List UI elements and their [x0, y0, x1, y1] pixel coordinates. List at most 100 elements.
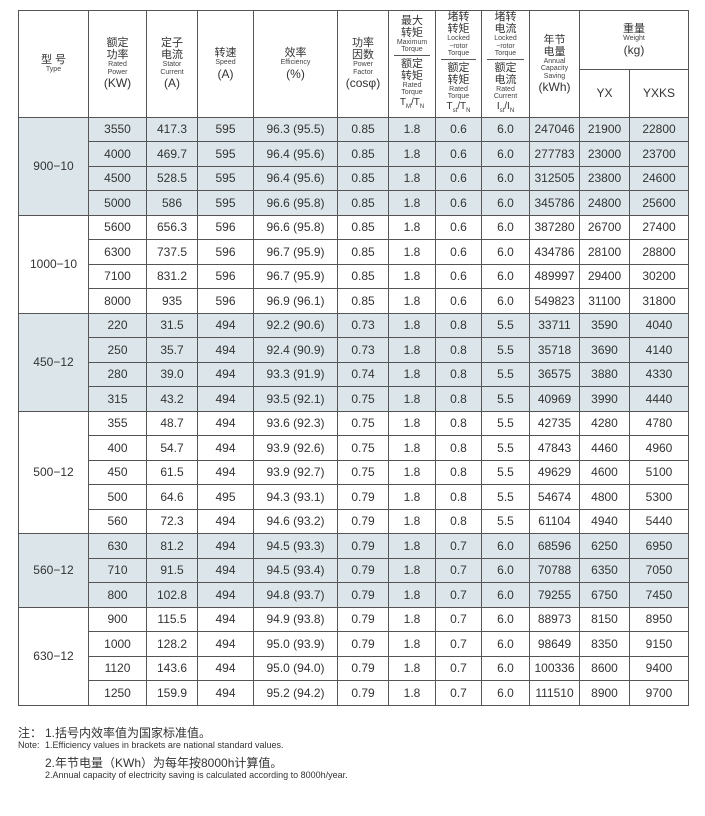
data-cell: 5.5: [481, 459, 530, 485]
data-cell: 102.8: [146, 582, 198, 608]
data-cell: 1.8: [388, 386, 436, 412]
data-cell: 9150: [629, 631, 689, 657]
header-cell: 年节 电量 Annual Capacity Saving (kWh): [529, 10, 580, 118]
data-cell: 6.0: [481, 239, 530, 265]
data-cell: 247046: [529, 116, 580, 142]
data-cell: 31100: [579, 288, 630, 314]
data-cell: 8350: [579, 631, 630, 657]
data-cell: 6.0: [481, 141, 530, 167]
data-cell: 0.79: [337, 557, 389, 583]
data-cell: 831.2: [146, 263, 198, 289]
data-cell: 61104: [529, 508, 580, 534]
data-cell: 8600: [579, 655, 630, 681]
header-zh: 额定: [401, 57, 423, 70]
data-cell: 1.8: [388, 606, 436, 632]
header-sub: YXKS: [642, 86, 675, 101]
data-cell: 28800: [629, 239, 689, 265]
data-row: 560−12 630 81.2 494 94.5 (93.3) 0.79 1.8 0.7 6.0…: [18, 533, 689, 608]
data-cell: 494: [197, 582, 254, 608]
data-cell: 0.85: [337, 288, 389, 314]
data-cell: 494: [197, 459, 254, 485]
data-cell: 494: [197, 337, 254, 363]
data-cell: 0.8: [435, 361, 482, 387]
data-cell: 0.79: [337, 631, 389, 657]
data-cell: 345786: [529, 190, 580, 216]
data-cell: 0.6: [435, 239, 482, 265]
data-cell: 5.5: [481, 410, 530, 436]
header-zh: 额定: [447, 61, 470, 74]
header-en: Weight: [623, 35, 645, 43]
header-cell: YX: [579, 68, 630, 118]
data-cell: 5.5: [481, 337, 530, 363]
data-cell: 0.7: [435, 533, 482, 559]
data-cell: 0.8: [435, 459, 482, 485]
data-cell: 28100: [579, 239, 630, 265]
header-bottom: 额定 转矩 Rated Torque TM/TN: [390, 57, 435, 113]
data-row: 900−10 3550 417.3 595 96.3 (95.5) 0.85 1.8 0.6 6…: [18, 116, 689, 216]
data-row: 250 35.7 494 92.4 (90.9) 0.73 1.8 0.8 5.5 35718 3…: [19, 337, 689, 363]
data-cell: 5.5: [481, 435, 530, 461]
header-zh: 电量: [543, 45, 566, 58]
data-cell: 400: [88, 435, 147, 461]
formula: Ist/IN: [483, 101, 529, 117]
data-row: 1000 128.2 494 95.0 (93.9) 0.79 1.8 0.7 6.0 9864…: [19, 631, 689, 657]
data-cell: 64.6: [146, 484, 198, 510]
formula-part: N: [466, 107, 471, 114]
data-cell: 92.4 (90.9): [253, 337, 338, 363]
data-row: 280 39.0 494 93.3 (91.9) 0.74 1.8 0.8 5.5 36575 3…: [19, 361, 689, 387]
data-cell: 6.0: [481, 190, 530, 216]
data-cell: 0.6: [435, 263, 482, 289]
data-cell: 5440: [629, 508, 689, 534]
data-cell: 35718: [529, 337, 580, 363]
data-cell: 23700: [629, 141, 689, 167]
data-cell: 5.5: [481, 484, 530, 510]
note-en: 1.Efficiency values in brackets are nati…: [45, 740, 284, 750]
data-cell: 68596: [529, 533, 580, 559]
data-cell: 800: [88, 582, 147, 608]
data-cell: 0.75: [337, 386, 389, 412]
data-cell: 0.7: [435, 680, 482, 706]
data-cell: 111510: [529, 680, 580, 706]
data-cell: 40969: [529, 386, 580, 412]
data-cell: 0.79: [337, 508, 389, 534]
formula: Tst/TN: [437, 100, 481, 117]
data-cell: 6.0: [481, 680, 530, 706]
data-cell: 4460: [579, 435, 630, 461]
formula-part: N: [509, 107, 515, 114]
data-cell: 494: [197, 410, 254, 436]
data-cell: 93.6 (92.3): [253, 410, 338, 436]
data-row: 450−12 220 31.5 494 92.2 (90.6) 0.73 1.8 0.8 5.5…: [18, 312, 689, 412]
data-cell: 96.6 (95.8): [253, 190, 338, 216]
header-zh: 效率: [284, 47, 307, 59]
header-bottom: 额定 转矩 Rated Torque Tst/TN: [437, 61, 481, 117]
data-cell: 8900: [579, 680, 630, 706]
data-cell: 3990: [579, 386, 630, 412]
data-cell: 6.0: [481, 214, 530, 240]
data-cell: 4000: [88, 141, 147, 167]
data-cell: 0.7: [435, 606, 482, 632]
data-cell: 96.7 (95.9): [253, 263, 338, 289]
data-row: 7100 831.2 596 96.7 (95.9) 0.85 1.8 0.6 6.0 4899…: [19, 263, 689, 289]
data-cell: 94.5 (93.4): [253, 557, 338, 583]
header-en: Rated: [108, 61, 127, 69]
data-cell: 387280: [529, 214, 580, 240]
note-line: 注： 1.括号内效率值为国家标准值。: [18, 724, 678, 740]
header-en: Power: [107, 68, 128, 76]
header-en: Torque: [401, 46, 423, 54]
header-en: Type: [45, 66, 62, 73]
data-cell: 494: [197, 435, 254, 461]
data-row: 710 91.5 494 94.5 (93.4) 0.79 1.8 0.7 6.0 70788 6…: [19, 557, 689, 583]
data-cell: 6350: [579, 557, 630, 583]
header-en: Current: [160, 68, 184, 76]
data-cell: 6.0: [481, 582, 530, 608]
header-en: Torque: [494, 50, 517, 57]
data-cell: 159.9: [146, 680, 198, 706]
header-en: Current: [493, 93, 518, 100]
data-cell: 1.8: [388, 631, 436, 657]
data-cell: 0.73: [337, 337, 389, 363]
data-cell: 500: [88, 484, 147, 510]
formula-part: /T: [457, 100, 467, 112]
note-label-zh: 注：: [18, 726, 43, 740]
data-cell: 23000: [579, 141, 630, 167]
header-en: Torque: [447, 50, 470, 57]
